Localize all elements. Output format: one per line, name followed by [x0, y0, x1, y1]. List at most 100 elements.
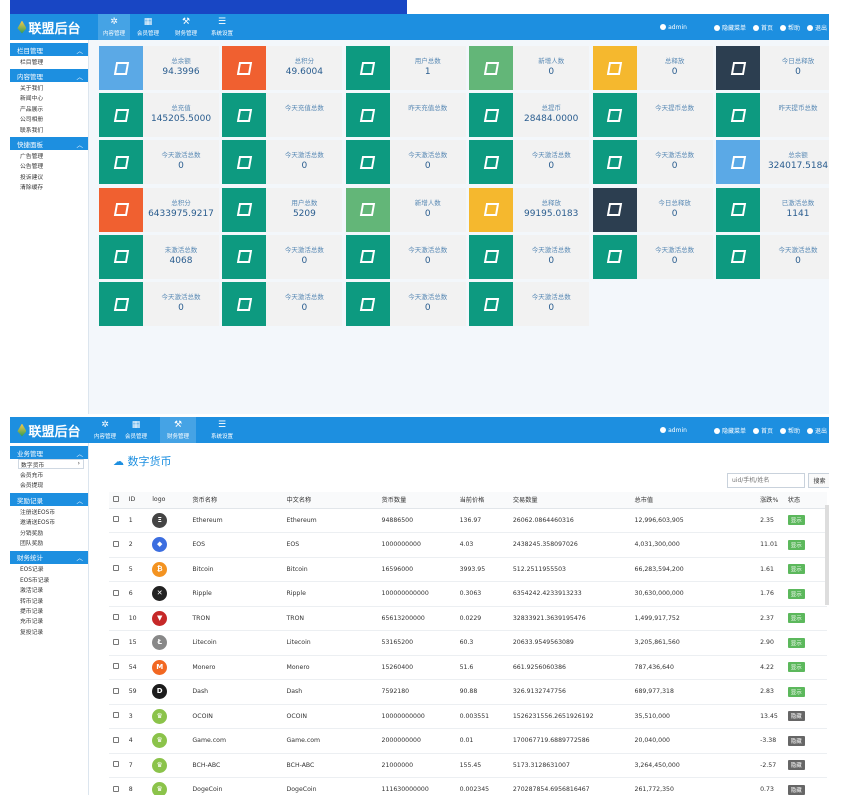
- stat-card[interactable]: 总充值 145205.5000: [99, 93, 219, 138]
- nav-finance[interactable]: ⚒ 财务管理: [170, 14, 202, 40]
- sidebar-item[interactable]: 栏目管理: [10, 56, 88, 66]
- hide-menu-link[interactable]: 隐藏菜单: [713, 23, 746, 32]
- status-badge[interactable]: 显示: [787, 539, 805, 550]
- nav-settings[interactable]: ☰ 系统设置: [206, 417, 238, 443]
- sidebar-item[interactable]: 广告管理: [10, 150, 88, 160]
- row-checkbox[interactable]: [113, 589, 119, 596]
- nav-settings[interactable]: ☰ 系统设置: [206, 14, 238, 40]
- sidebar-group-title[interactable]: 内容管理 ︿: [10, 69, 88, 83]
- row-checkbox[interactable]: [113, 638, 119, 645]
- sidebar-item[interactable]: 产品展示: [10, 103, 88, 113]
- stat-card[interactable]: 已激活总数 1141: [716, 187, 829, 232]
- row-checkbox[interactable]: [113, 687, 119, 694]
- row-checkbox[interactable]: [113, 565, 119, 572]
- table-row[interactable]: 8 ♛ DogeCoin DogeCoin 111630000000 0.002345 27…: [109, 777, 827, 795]
- nav-members[interactable]: ▦ 会员管理: [132, 14, 164, 40]
- sidebar-item[interactable]: 新闻中心: [10, 93, 88, 103]
- sidebar-item[interactable]: 充币记录: [10, 616, 88, 626]
- row-checkbox[interactable]: [113, 785, 119, 792]
- status-badge[interactable]: 隐藏: [787, 760, 805, 771]
- stat-card[interactable]: 新增人数 0: [469, 46, 590, 90]
- sidebar-group-title[interactable]: 财务统计 ︿: [10, 550, 88, 564]
- stat-card[interactable]: 今天充值总数: [222, 93, 343, 138]
- sidebar-group-title[interactable]: 奖励记录 ︿: [10, 493, 88, 507]
- nav-finance[interactable]: ⚒ 财务管理: [160, 417, 196, 443]
- sidebar-group-title[interactable]: 栏目管理 ︿: [10, 43, 88, 56]
- stat-card[interactable]: 未激活总数 4068: [99, 234, 219, 279]
- stat-card[interactable]: 总释放 0: [592, 46, 713, 90]
- app-logo[interactable]: 联盟后台: [10, 14, 88, 40]
- stat-card[interactable]: 今天激活总数 0: [222, 234, 343, 279]
- stat-card[interactable]: 今天激活总数 0: [345, 234, 466, 279]
- stat-card[interactable]: 总余额 324017.5184: [716, 140, 829, 185]
- logout-link[interactable]: 退出: [806, 426, 827, 435]
- row-checkbox[interactable]: [113, 761, 119, 768]
- home-link[interactable]: 首页: [752, 426, 773, 435]
- row-checkbox[interactable]: [113, 614, 119, 621]
- stat-card[interactable]: 用户总数 1: [345, 46, 466, 90]
- nav-content[interactable]: ✲ 内容管理: [89, 417, 121, 443]
- stat-card[interactable]: 今日总释放 0: [716, 46, 829, 90]
- stat-card[interactable]: 新增人数 0: [345, 187, 466, 232]
- stat-card[interactable]: 今天激活总数 0: [345, 282, 466, 326]
- status-badge[interactable]: 隐藏: [787, 711, 805, 722]
- sidebar-item[interactable]: 清除缓存: [10, 182, 88, 192]
- stat-card[interactable]: 今天激活总数 0: [592, 140, 713, 185]
- stat-card[interactable]: 昨天提币总数: [716, 93, 829, 138]
- stat-card[interactable]: 今天激活总数 0: [222, 140, 343, 185]
- table-row[interactable]: 10 ▼ TRON TRON 65613200000 0.0229 32833921.363…: [109, 606, 827, 631]
- stat-card[interactable]: 总余额 94.3996: [99, 46, 219, 90]
- status-badge[interactable]: 隐藏: [787, 735, 805, 746]
- sidebar-item[interactable]: EOS记录: [10, 564, 88, 574]
- stat-card[interactable]: 总积分 49.6004: [222, 46, 343, 90]
- table-row[interactable]: 6 ✕ Ripple Ripple 100000000000 0.3063 6354242.…: [109, 581, 827, 607]
- stat-card[interactable]: 今天激活总数 0: [99, 282, 219, 326]
- stat-card[interactable]: 总积分 6433975.9217: [99, 187, 219, 232]
- table-row[interactable]: 3 ♛ OCOIN OCOIN 10000000000 0.003551 152623155…: [109, 704, 827, 729]
- stat-card[interactable]: 用户总数 5209: [222, 187, 343, 232]
- sidebar-item[interactable]: 会员充币: [10, 469, 88, 479]
- sidebar-item[interactable]: 邀请送EOS币: [10, 517, 88, 527]
- help-link[interactable]: 帮助: [779, 23, 800, 32]
- sidebar-item[interactable]: 公司相册: [10, 114, 88, 124]
- stat-card[interactable]: 昨天充值总数: [345, 93, 466, 138]
- sidebar-item[interactable]: 投诉建议: [10, 171, 88, 181]
- table-row[interactable]: 5 ₿ Bitcoin Bitcoin 16596000 3993.95 512.25119…: [109, 557, 827, 582]
- stat-card[interactable]: 今天激活总数 0: [469, 140, 590, 185]
- table-row[interactable]: 54 M Monero Monero 15260400 51.6 661.925606038…: [109, 655, 827, 680]
- status-badge[interactable]: 隐藏: [787, 784, 805, 795]
- sidebar-group-title[interactable]: 快捷面板 ︿: [10, 137, 88, 151]
- sidebar-item[interactable]: 分销奖励: [10, 527, 88, 537]
- table-row[interactable]: 7 ♛ BCH-ABC BCH-ABC 21000000 155.45 5173.31286…: [109, 753, 827, 778]
- row-checkbox[interactable]: [113, 516, 119, 523]
- table-row[interactable]: 4 ♛ Game.com Game.com 2000000000 0.01 17006771…: [109, 728, 827, 754]
- hide-menu-link[interactable]: 隐藏菜单: [713, 426, 746, 435]
- table-row[interactable]: 59 D Dash Dash 7592180 90.88 326.9132747756 689…: [109, 679, 827, 705]
- logout-link[interactable]: 退出: [806, 23, 827, 32]
- stat-card[interactable]: 今天提币总数: [592, 93, 713, 138]
- help-link[interactable]: 帮助: [779, 426, 800, 435]
- sidebar-item[interactable]: 数字货币 ›: [18, 459, 84, 470]
- row-checkbox[interactable]: [113, 712, 119, 719]
- stat-card[interactable]: 今天激活总数 0: [222, 282, 343, 326]
- row-checkbox[interactable]: [113, 736, 119, 743]
- user-menu[interactable]: admin: [660, 23, 687, 31]
- select-all-checkbox[interactable]: [113, 495, 119, 502]
- sidebar-item[interactable]: 激活记录: [10, 585, 88, 595]
- user-menu[interactable]: admin: [660, 426, 687, 434]
- status-badge[interactable]: 显示: [787, 564, 805, 575]
- status-badge[interactable]: 显示: [787, 662, 805, 673]
- status-badge[interactable]: 显示: [787, 515, 805, 526]
- sidebar-item[interactable]: 团队奖励: [10, 537, 88, 547]
- sidebar-item[interactable]: 会员提现: [10, 480, 88, 490]
- table-row[interactable]: 2 ◆ EOS EOS 1000000000 4.03 2438245.358097026 4…: [109, 532, 827, 558]
- sidebar-item[interactable]: 提币记录: [10, 605, 88, 615]
- stat-card[interactable]: 今天激活总数 0: [469, 234, 590, 279]
- table-row[interactable]: 1 Ξ Ethereum Ethereum 94886500 136.97 26062.08…: [109, 508, 827, 533]
- home-link[interactable]: 首页: [752, 23, 773, 32]
- status-badge[interactable]: 显示: [787, 686, 805, 697]
- status-badge[interactable]: 显示: [787, 613, 805, 624]
- sidebar-item[interactable]: 关于我们: [10, 82, 88, 92]
- sidebar-item[interactable]: 转币记录: [10, 595, 88, 605]
- app-logo[interactable]: 联盟后台: [10, 417, 88, 443]
